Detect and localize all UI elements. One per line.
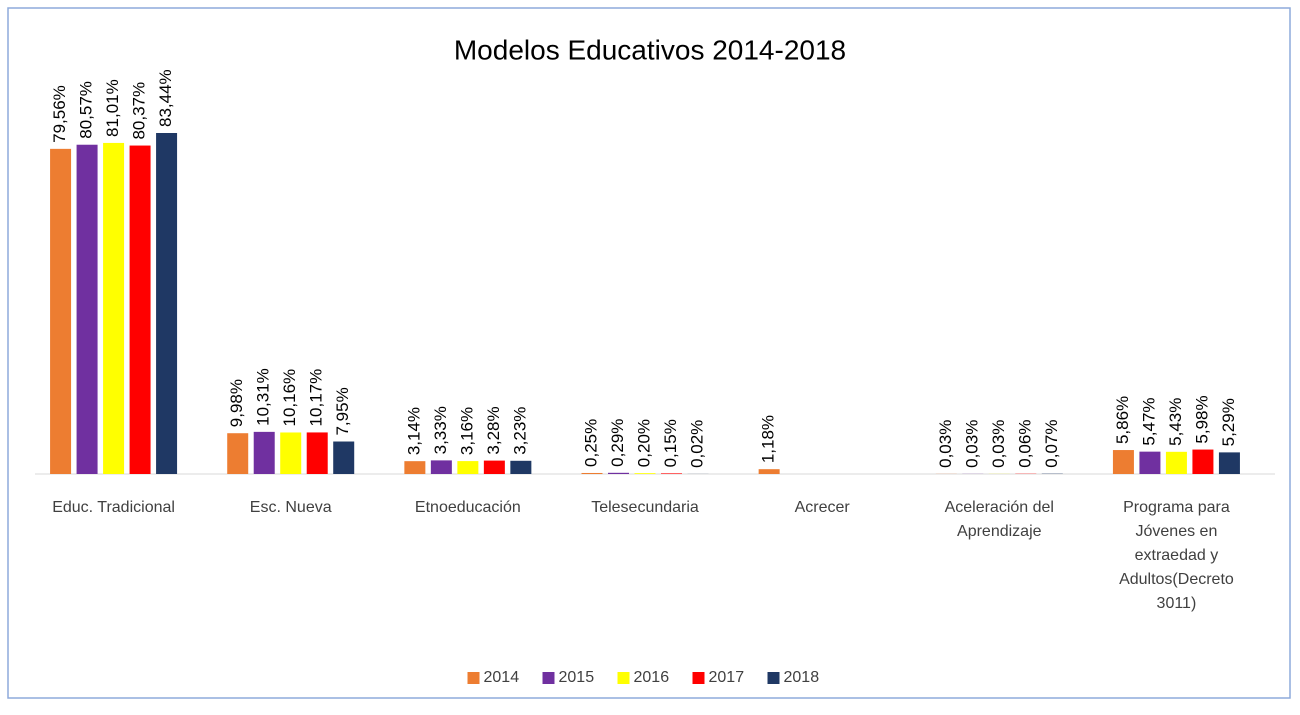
legend-swatch: [768, 672, 780, 684]
data-label: 10,17%: [307, 369, 326, 427]
bar: [608, 473, 629, 474]
bar: [103, 143, 124, 474]
bar: [582, 473, 603, 474]
bar: [457, 461, 478, 474]
bar: [404, 461, 425, 474]
data-label: 5,29%: [1219, 398, 1238, 446]
bar: [759, 469, 780, 474]
bar: [1166, 452, 1187, 474]
x-tick-label: Etnoeducación: [415, 499, 521, 516]
bar: [1113, 450, 1134, 474]
data-label: 9,98%: [227, 379, 246, 427]
data-label: 0,25%: [581, 419, 600, 467]
x-tick-label-line: 3011): [1157, 595, 1197, 612]
data-label: 79,56%: [50, 85, 69, 143]
chart-title: Modelos Educativos 2014-2018: [454, 34, 846, 65]
legend-swatch: [468, 672, 480, 684]
x-tick-label-line: Aceleración del: [945, 499, 1054, 516]
x-tick-label-line: Educ. Tradicional: [52, 499, 175, 516]
bar: [280, 432, 301, 474]
x-tick-label-line: Acrecer: [795, 499, 851, 516]
bar: [484, 461, 505, 474]
data-label: 0,15%: [661, 419, 680, 467]
data-label: 0,03%: [936, 420, 955, 468]
x-tick-label-line: Telesecundaria: [591, 499, 699, 516]
data-label: 0,03%: [962, 420, 981, 468]
data-label: 83,44%: [156, 69, 175, 127]
data-label: 5,47%: [1139, 397, 1158, 445]
data-label: 0,02%: [687, 420, 706, 468]
legend-label: 2018: [784, 669, 820, 686]
data-label: 3,28%: [484, 406, 503, 454]
bar: [50, 149, 71, 474]
x-tick-label-line: Esc. Nueva: [250, 499, 332, 516]
legend-swatch: [618, 672, 630, 684]
data-label: 0,29%: [608, 419, 627, 467]
x-tick-label: Esc. Nueva: [250, 499, 332, 516]
chart-border: [8, 8, 1290, 698]
data-label: 3,16%: [457, 407, 476, 455]
data-label: 5,43%: [1166, 398, 1185, 446]
data-label: 80,57%: [77, 81, 96, 139]
legend-swatch: [693, 672, 705, 684]
legend-label: 2016: [634, 669, 670, 686]
data-label: 3,23%: [510, 407, 529, 455]
x-tick-label-line: Aprendizaje: [957, 523, 1042, 540]
bar: [156, 133, 177, 474]
data-label: 80,37%: [130, 82, 149, 140]
bar: [661, 473, 682, 474]
data-label: 0,03%: [989, 420, 1008, 468]
bar: [431, 460, 452, 474]
x-tick-label: Telesecundaria: [591, 499, 699, 516]
data-label: 10,16%: [280, 369, 299, 427]
x-tick-label: Acrecer: [795, 499, 851, 516]
bar: [254, 432, 275, 474]
bar: [510, 461, 531, 474]
x-tick-label: Educ. Tradicional: [52, 499, 175, 516]
x-tick-label-line: Programa para: [1123, 499, 1230, 516]
data-label: 0,07%: [1042, 420, 1061, 468]
x-tick-label-line: Adultos(Decreto: [1119, 571, 1234, 588]
data-label: 1,18%: [759, 415, 778, 463]
data-label: 3,33%: [431, 406, 450, 454]
bar: [1192, 450, 1213, 474]
bar: [307, 432, 328, 474]
data-label: 10,31%: [254, 368, 273, 426]
bar: [227, 433, 248, 474]
bar: [77, 145, 98, 474]
bar: [1139, 452, 1160, 474]
data-label: 0,20%: [634, 419, 653, 467]
x-tick-label-line: extraedad y: [1135, 547, 1219, 564]
data-label: 0,06%: [1015, 420, 1034, 468]
legend-label: 2014: [484, 669, 520, 686]
x-tick-label-line: Etnoeducación: [415, 499, 521, 516]
legend-swatch: [543, 672, 555, 684]
legend-label: 2017: [709, 669, 745, 686]
data-label: 3,14%: [404, 407, 423, 455]
bar: [635, 473, 656, 474]
bar: [333, 442, 354, 474]
x-tick-label-line: Jóvenes en: [1136, 523, 1218, 540]
data-label: 5,86%: [1113, 396, 1132, 444]
bar: [130, 146, 151, 474]
data-label: 5,98%: [1192, 395, 1211, 443]
bar: [1219, 452, 1240, 474]
legend-label: 2015: [559, 669, 595, 686]
data-label: 7,95%: [333, 387, 352, 435]
data-label: 81,01%: [103, 79, 122, 137]
